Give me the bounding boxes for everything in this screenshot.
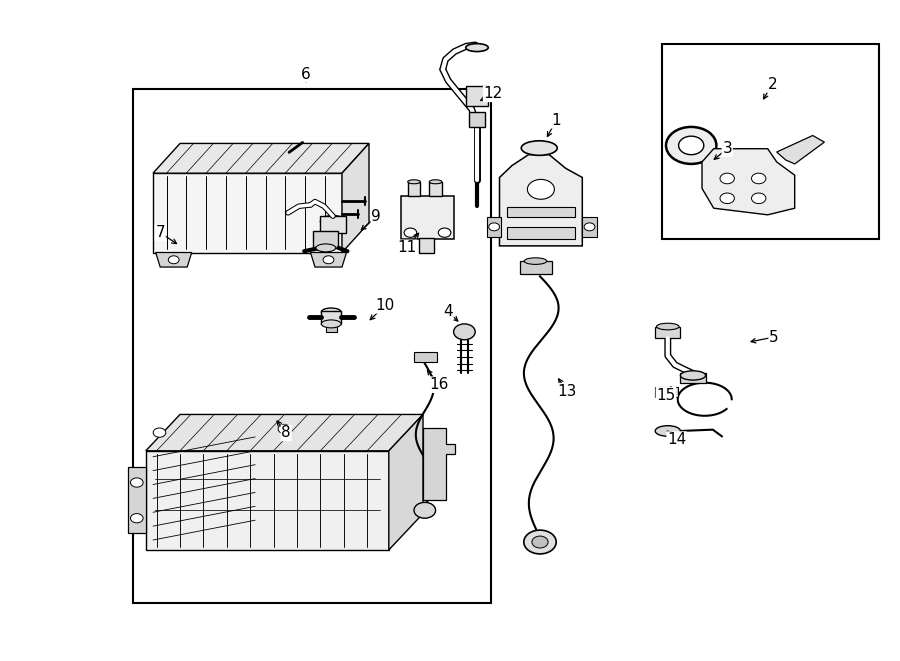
Text: 11: 11 [397,241,417,255]
Text: 9: 9 [372,210,381,224]
Bar [408,182,420,196]
Bar [655,327,680,338]
Text: 5: 5 [770,330,778,344]
Text: 1: 1 [552,113,561,128]
Circle shape [524,530,556,554]
Bar [313,231,338,248]
Bar [321,311,341,324]
Ellipse shape [521,141,557,155]
Text: 4: 4 [444,305,453,319]
Bar [429,182,442,196]
Circle shape [679,136,704,155]
Polygon shape [702,149,795,215]
Bar [487,217,501,237]
Text: 14: 14 [667,432,687,447]
Polygon shape [156,253,192,267]
Circle shape [454,324,475,340]
Bar [320,216,346,233]
Ellipse shape [316,244,336,252]
Circle shape [168,256,179,264]
Bar [466,86,488,106]
Ellipse shape [656,323,679,330]
Polygon shape [389,414,423,550]
Circle shape [752,173,766,184]
Circle shape [404,228,417,237]
Text: 10: 10 [375,298,395,313]
Circle shape [489,223,500,231]
Polygon shape [146,414,423,451]
Text: 12: 12 [483,87,503,101]
Bar [469,112,485,127]
Ellipse shape [320,215,346,227]
Polygon shape [153,143,369,173]
Circle shape [752,193,766,204]
Polygon shape [128,467,146,533]
Bar [582,217,597,237]
Bar [133,89,491,603]
Bar [680,373,706,383]
Ellipse shape [466,44,488,52]
Circle shape [130,478,143,487]
Circle shape [153,428,166,438]
Ellipse shape [321,308,341,316]
Text: 15: 15 [656,388,676,403]
Circle shape [438,228,451,237]
Ellipse shape [321,320,341,328]
Bar [662,44,879,239]
Circle shape [720,173,734,184]
Bar [520,261,552,274]
Circle shape [414,502,436,518]
Bar [655,387,678,397]
Ellipse shape [655,426,680,436]
Circle shape [323,256,334,264]
Circle shape [720,193,734,204]
Bar [414,352,436,362]
Text: 3: 3 [723,141,732,156]
Polygon shape [153,173,342,253]
Polygon shape [342,143,369,253]
Bar [401,196,454,239]
Polygon shape [423,428,454,500]
Bar [507,227,575,239]
Ellipse shape [408,180,420,184]
Ellipse shape [429,180,442,184]
Ellipse shape [524,258,547,264]
Text: 13: 13 [557,384,577,399]
Text: 2: 2 [768,77,777,92]
Text: 6: 6 [302,67,310,81]
Text: 7: 7 [156,225,165,240]
Circle shape [278,424,291,434]
Circle shape [527,179,554,199]
Text: 8: 8 [282,426,291,440]
Polygon shape [146,451,389,550]
Ellipse shape [680,371,706,380]
Circle shape [584,223,595,231]
Text: 16: 16 [429,377,449,392]
Circle shape [532,536,548,548]
Bar [507,207,575,217]
Bar [326,324,337,332]
Polygon shape [777,136,824,164]
Bar [419,238,434,253]
Polygon shape [310,253,346,267]
Circle shape [130,514,143,523]
Polygon shape [500,155,582,246]
Circle shape [666,127,716,164]
